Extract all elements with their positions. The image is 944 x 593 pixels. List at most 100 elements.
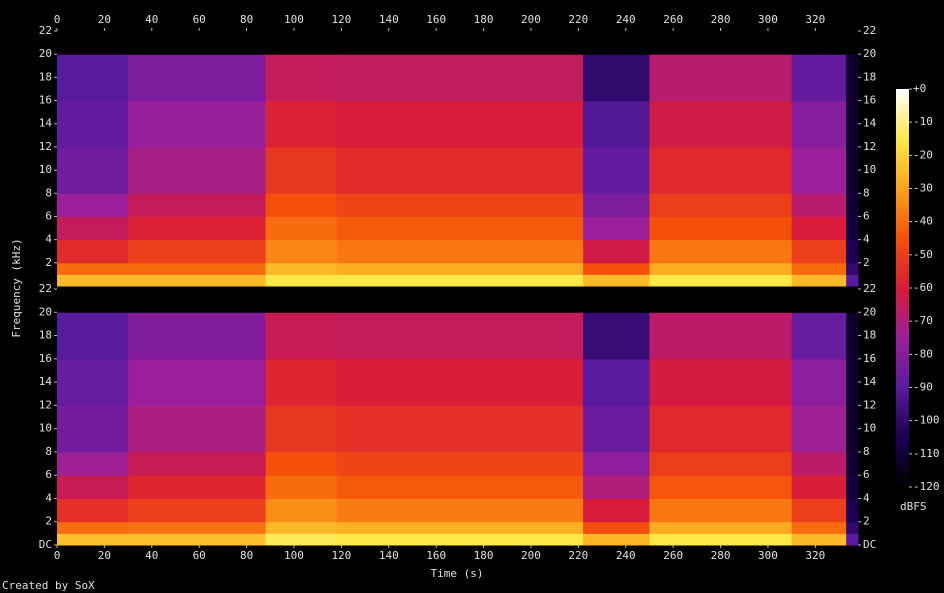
- spectrogram-cell: [265, 312, 338, 360]
- spectrogram-cell: [846, 533, 859, 546]
- spectrogram-cell: [128, 451, 267, 476]
- spectrogram-cell: [649, 533, 793, 546]
- spectrogram-cell: [846, 498, 859, 523]
- y-tick-label: 10: [39, 163, 52, 176]
- colorbar-tick-label: -110: [913, 447, 940, 460]
- spectrogram-cell: [128, 289, 267, 313]
- spectrogram-cell: [583, 312, 650, 360]
- colorbar-tick-label: -80: [913, 347, 933, 360]
- spectrogram-cell: [336, 475, 584, 499]
- y-tick-label: 20: [39, 305, 52, 318]
- x-tick-label: 280: [711, 549, 731, 562]
- x-tick-label: 260: [663, 549, 683, 562]
- spectrogram-cell: [57, 262, 129, 275]
- y-tick-label: 18: [39, 329, 52, 342]
- spectrogram-cell: [649, 358, 793, 406]
- spectrogram-cell: [336, 100, 584, 148]
- spectrogram-cell: [336, 274, 584, 287]
- spectrogram-cell: [265, 289, 338, 313]
- spectrogram-cell: [128, 358, 267, 406]
- y-tick-label: 12: [863, 398, 876, 411]
- x-tick-label: 320: [805, 549, 825, 562]
- y-tick-label: 14: [863, 375, 877, 388]
- x-tick-label: 220: [568, 549, 588, 562]
- spectrogram-cell: [583, 239, 650, 264]
- spectrogram-cell: [791, 274, 847, 287]
- colorbar-tick-label: -40: [913, 215, 933, 228]
- spectrogram-cell: [583, 100, 650, 148]
- y-tick-label: 12: [39, 140, 52, 153]
- spectrogram-cell: [583, 31, 650, 55]
- y-tick-label: 8: [45, 445, 52, 458]
- y-tick-label: 22: [863, 282, 876, 295]
- spectrogram-cell: [791, 498, 847, 523]
- spectrogram-cell: [649, 239, 793, 264]
- y-tick-label: 16: [863, 352, 876, 365]
- colorbar-label: dBFS: [900, 500, 927, 513]
- colorbar-tick-label: -20: [913, 148, 933, 161]
- spectrogram-cell: [336, 262, 584, 275]
- y-tick-label: DC: [863, 538, 876, 551]
- spectrogram-cell: [791, 358, 847, 406]
- spectrogram-cell: [649, 312, 793, 360]
- spectrogram-cell: [336, 521, 584, 534]
- spectrogram-cell: [265, 54, 338, 102]
- spectrogram-cell: [649, 289, 793, 313]
- y-tick-label: 4: [863, 233, 870, 246]
- spectrogram-cell: [791, 262, 847, 275]
- x-tick-label: 220: [568, 13, 588, 26]
- spectrogram-cell: [649, 100, 793, 148]
- x-tick-label: 80: [240, 549, 253, 562]
- spectrogram-cell: [583, 274, 650, 287]
- x-tick-label: 140: [379, 13, 399, 26]
- x-tick-label: 200: [521, 549, 541, 562]
- spectrogram-cell: [649, 31, 793, 55]
- spectrogram-cell: [791, 405, 847, 453]
- y-tick-label: 10: [863, 422, 876, 435]
- y-tick-label: 16: [39, 94, 52, 107]
- x-tick-label: 160: [426, 13, 446, 26]
- spectrogram-cell: [846, 239, 859, 264]
- spectrogram-cell: [128, 216, 267, 241]
- spectrogram-cell: [57, 451, 129, 476]
- spectrogram-cell: [128, 146, 267, 194]
- spectrogram-cell: [128, 475, 267, 499]
- spectrogram-cell: [649, 498, 793, 523]
- spectrogram-cell: [336, 289, 584, 313]
- colorbar-tick-label: -120: [913, 480, 940, 493]
- spectrogram-cell: [846, 31, 859, 55]
- spectrogram-cell: [791, 193, 847, 217]
- y-tick-label: 6: [45, 209, 52, 222]
- x-tick-label: 40: [145, 13, 158, 26]
- x-axis-label: Time (s): [431, 567, 484, 580]
- spectrogram-cell: [336, 31, 584, 55]
- spectrogram-cell: [791, 289, 847, 313]
- spectrogram-cell: [57, 216, 129, 241]
- x-tick-label: 80: [240, 13, 253, 26]
- colorbar-tick-label: -50: [913, 248, 933, 261]
- y-tick-label: 4: [45, 233, 52, 246]
- spectrogram-cell: [649, 146, 793, 194]
- spectrogram-cell: [128, 312, 267, 360]
- spectrogram-cell: [846, 289, 859, 313]
- spectrogram-cell: [265, 146, 338, 194]
- spectrogram-cell: [265, 216, 338, 241]
- y-tick-label: 4: [45, 491, 52, 504]
- spectrogram-cell: [336, 358, 584, 406]
- spectrogram-cell: [57, 289, 129, 313]
- spectrogram-cell: [846, 521, 859, 534]
- spectrogram-cell: [336, 533, 584, 546]
- spectrogram-cell: [128, 521, 267, 534]
- x-tick-label: 300: [758, 549, 778, 562]
- y-tick-label: 8: [863, 445, 870, 458]
- spectrogram-cell: [57, 498, 129, 523]
- spectrogram-cell: [336, 54, 584, 102]
- spectrogram-cell: [846, 146, 859, 194]
- x-tick-label: 60: [193, 549, 206, 562]
- spectrogram-cell: [791, 521, 847, 534]
- y-tick-label: 18: [863, 70, 876, 83]
- spectrogram-cell: [846, 193, 859, 217]
- y-tick-label: 10: [39, 422, 52, 435]
- x-tick-label: 300: [758, 13, 778, 26]
- x-tick-label: 120: [331, 549, 351, 562]
